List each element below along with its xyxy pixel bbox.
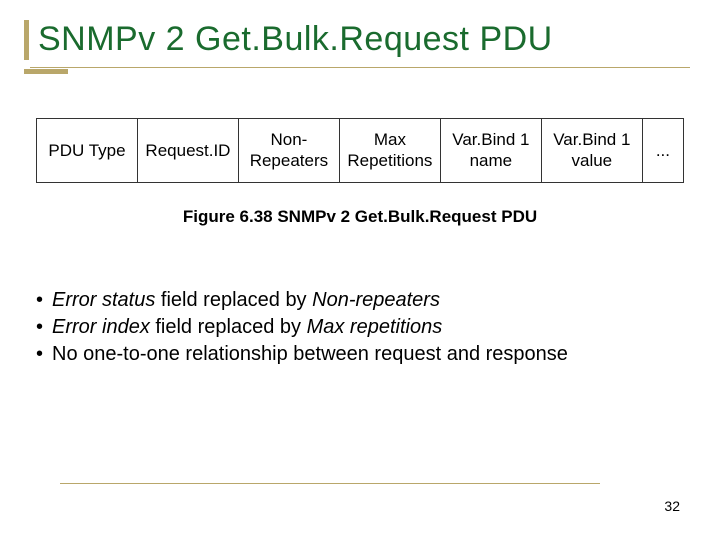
text-plain: field replaced by (155, 289, 312, 311)
bullet-marker: • (36, 341, 52, 368)
pdu-cell: Non-Repeaters (239, 119, 340, 182)
text-plain: No one-to-one relationship between reque… (52, 343, 568, 365)
bullet-list: • Error status field replaced by Non-rep… (30, 287, 690, 368)
bullet-text: No one-to-one relationship between reque… (52, 341, 568, 368)
pdu-cell: Var.Bind 1 value (542, 119, 643, 182)
title-wrap: SNMPv 2 Get.Bulk.Request PDU (30, 20, 690, 78)
bullet-item: • Error status field replaced by Non-rep… (36, 287, 690, 314)
pdu-cell: PDU Type (37, 119, 138, 182)
bullet-text: Error index field replaced by Max repeti… (52, 314, 442, 341)
pdu-structure-diagram: PDU Type Request.ID Non-Repeaters Max Re… (36, 118, 684, 183)
text-italic: Non-repeaters (312, 289, 440, 311)
page-number: 32 (664, 498, 680, 514)
figure-caption: Figure 6.38 SNMPv 2 Get.Bulk.Request PDU (30, 207, 690, 227)
pdu-cell-ellipsis: ... (643, 119, 683, 182)
pdu-cell: Request.ID (138, 119, 239, 182)
footer-rule (60, 483, 600, 484)
bullet-marker: • (36, 314, 52, 341)
bullet-item: • No one-to-one relationship between req… (36, 341, 690, 368)
pdu-cell: Max Repetitions (340, 119, 441, 182)
bullet-item: • Error index field replaced by Max repe… (36, 314, 690, 341)
title-accent-vertical (24, 20, 29, 60)
text-plain: field replaced by (150, 316, 307, 338)
slide-title: SNMPv 2 Get.Bulk.Request PDU (30, 20, 690, 68)
slide: SNMPv 2 Get.Bulk.Request PDU PDU Type Re… (0, 0, 720, 540)
title-accent-horizontal (24, 69, 68, 74)
text-italic: Error status (52, 289, 155, 311)
bullet-marker: • (36, 287, 52, 314)
bullet-text: Error status field replaced by Non-repea… (52, 287, 440, 314)
text-italic: Max repetitions (307, 316, 443, 338)
text-italic: Error index (52, 316, 150, 338)
pdu-cell: Var.Bind 1 name (441, 119, 542, 182)
